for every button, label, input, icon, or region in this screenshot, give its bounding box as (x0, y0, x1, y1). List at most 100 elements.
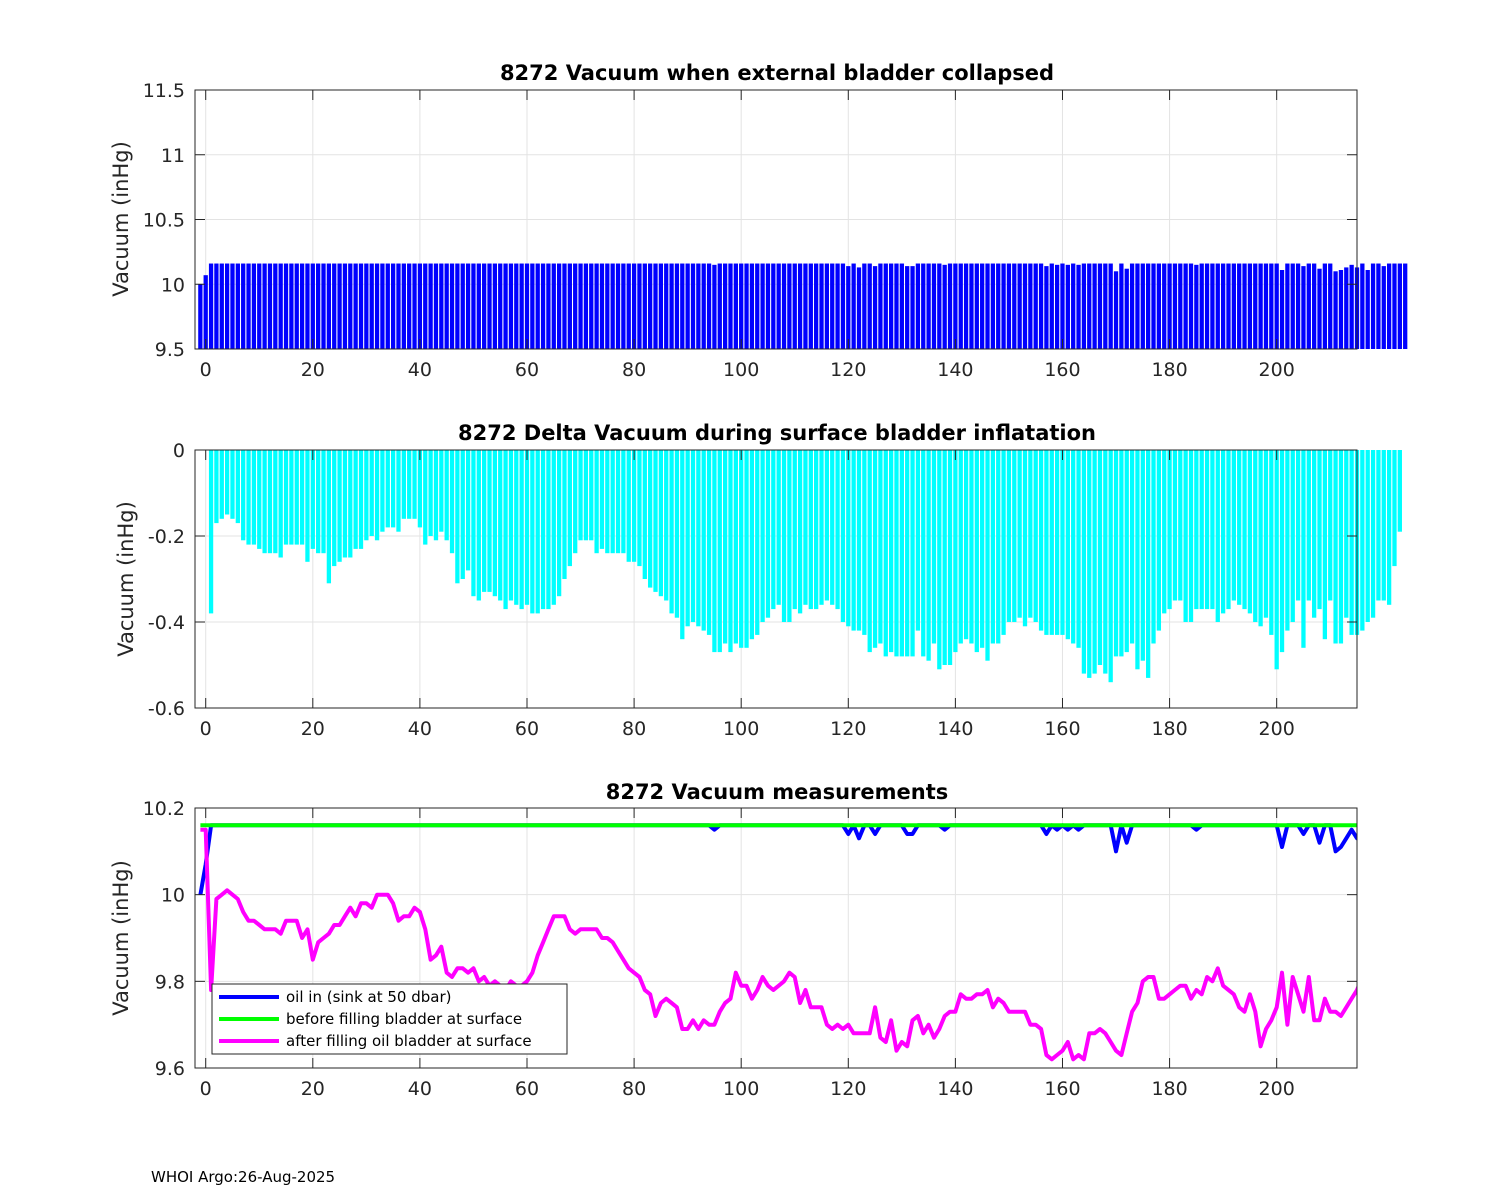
bar (696, 263, 701, 349)
x-tick-label: 160 (1044, 1078, 1080, 1100)
bar (1113, 271, 1119, 349)
bar (305, 450, 310, 562)
bar (797, 263, 803, 349)
bar (958, 450, 963, 644)
plot-area: 0 20 40 60 80 100 120 140 160 180 200 9.6 9.8 10 10.2 (143, 798, 1358, 1100)
bar (637, 450, 642, 567)
chart-title: 8272 Vacuum measurements (606, 780, 949, 804)
bar (1012, 263, 1017, 349)
bar (417, 450, 423, 528)
bar (615, 263, 621, 349)
bar (931, 450, 937, 644)
bar (1258, 263, 1263, 349)
bar (1274, 450, 1279, 670)
bar (364, 450, 369, 541)
bar (321, 450, 326, 554)
bar (1188, 450, 1194, 622)
bar (1156, 263, 1162, 349)
bar (867, 263, 872, 349)
bar (990, 263, 996, 349)
bar (508, 263, 514, 349)
bar (380, 263, 385, 349)
bar (208, 263, 214, 349)
bar (840, 263, 846, 349)
bar (203, 275, 208, 349)
bar (1022, 450, 1028, 627)
x-tick-label: 60 (515, 1078, 539, 1100)
bar (1092, 450, 1097, 674)
bar (235, 450, 240, 524)
bar (321, 263, 326, 349)
bar (1210, 263, 1215, 349)
bar (1220, 263, 1226, 349)
bar (1199, 263, 1204, 349)
bar (830, 263, 835, 349)
bar (1033, 450, 1038, 622)
bar (1049, 263, 1054, 349)
bar (1285, 450, 1290, 631)
bar (942, 264, 947, 349)
bar (888, 263, 894, 349)
bar (1017, 263, 1022, 349)
bar (674, 263, 680, 349)
bar (658, 450, 664, 597)
bar (1194, 264, 1199, 349)
bar (1242, 263, 1247, 349)
bar (1204, 450, 1210, 610)
bar (412, 450, 417, 519)
bar (755, 263, 760, 349)
bar (867, 450, 872, 653)
x-tick-label: 160 (1044, 359, 1080, 381)
bar (835, 263, 840, 349)
bar (1274, 263, 1279, 349)
bar (230, 263, 235, 349)
bar (1140, 263, 1145, 349)
bar (739, 263, 744, 349)
bar (546, 263, 551, 349)
bar (862, 450, 867, 635)
vacuum-collapsed-chart: 0 20 40 60 80 100 120 140 160 180 200 9.5 10 10.5 11 11… (109, 61, 1408, 381)
bar (765, 263, 771, 349)
bar (1285, 263, 1290, 349)
x-tick-label: 0 (200, 1078, 212, 1100)
bar (1151, 263, 1156, 349)
bar (1081, 450, 1087, 674)
bar (241, 263, 246, 349)
bar (471, 450, 476, 597)
bar (728, 450, 733, 653)
bar (830, 450, 835, 605)
bar (337, 263, 342, 349)
footer-credit: WHOI Argo:26-Aug-2025 (151, 1168, 335, 1186)
bar (589, 450, 594, 541)
bar (685, 263, 690, 349)
bar (1049, 450, 1054, 635)
bar (492, 450, 498, 597)
y-tick-label: 10.2 (143, 798, 185, 820)
bar (1183, 263, 1188, 349)
series-line-2 (200, 827, 1357, 1062)
bar (963, 263, 969, 349)
bar (1194, 450, 1199, 610)
bar (1124, 268, 1129, 349)
bar (401, 263, 406, 349)
x-tick-label: 40 (408, 1078, 432, 1100)
bar (246, 263, 251, 349)
bar (1076, 450, 1081, 648)
bar (1338, 450, 1344, 644)
bar (460, 263, 465, 349)
bar (1231, 263, 1236, 349)
bar (690, 450, 696, 622)
bar (439, 263, 444, 349)
bar (1290, 450, 1295, 622)
bar (514, 263, 519, 349)
bar (937, 450, 942, 670)
bar (958, 263, 963, 349)
bar (369, 450, 374, 536)
bar (690, 263, 696, 349)
bar (1312, 263, 1317, 349)
bar (476, 263, 481, 349)
bar (471, 263, 476, 349)
bar (755, 450, 760, 635)
bar (915, 450, 921, 631)
bar (224, 450, 230, 515)
